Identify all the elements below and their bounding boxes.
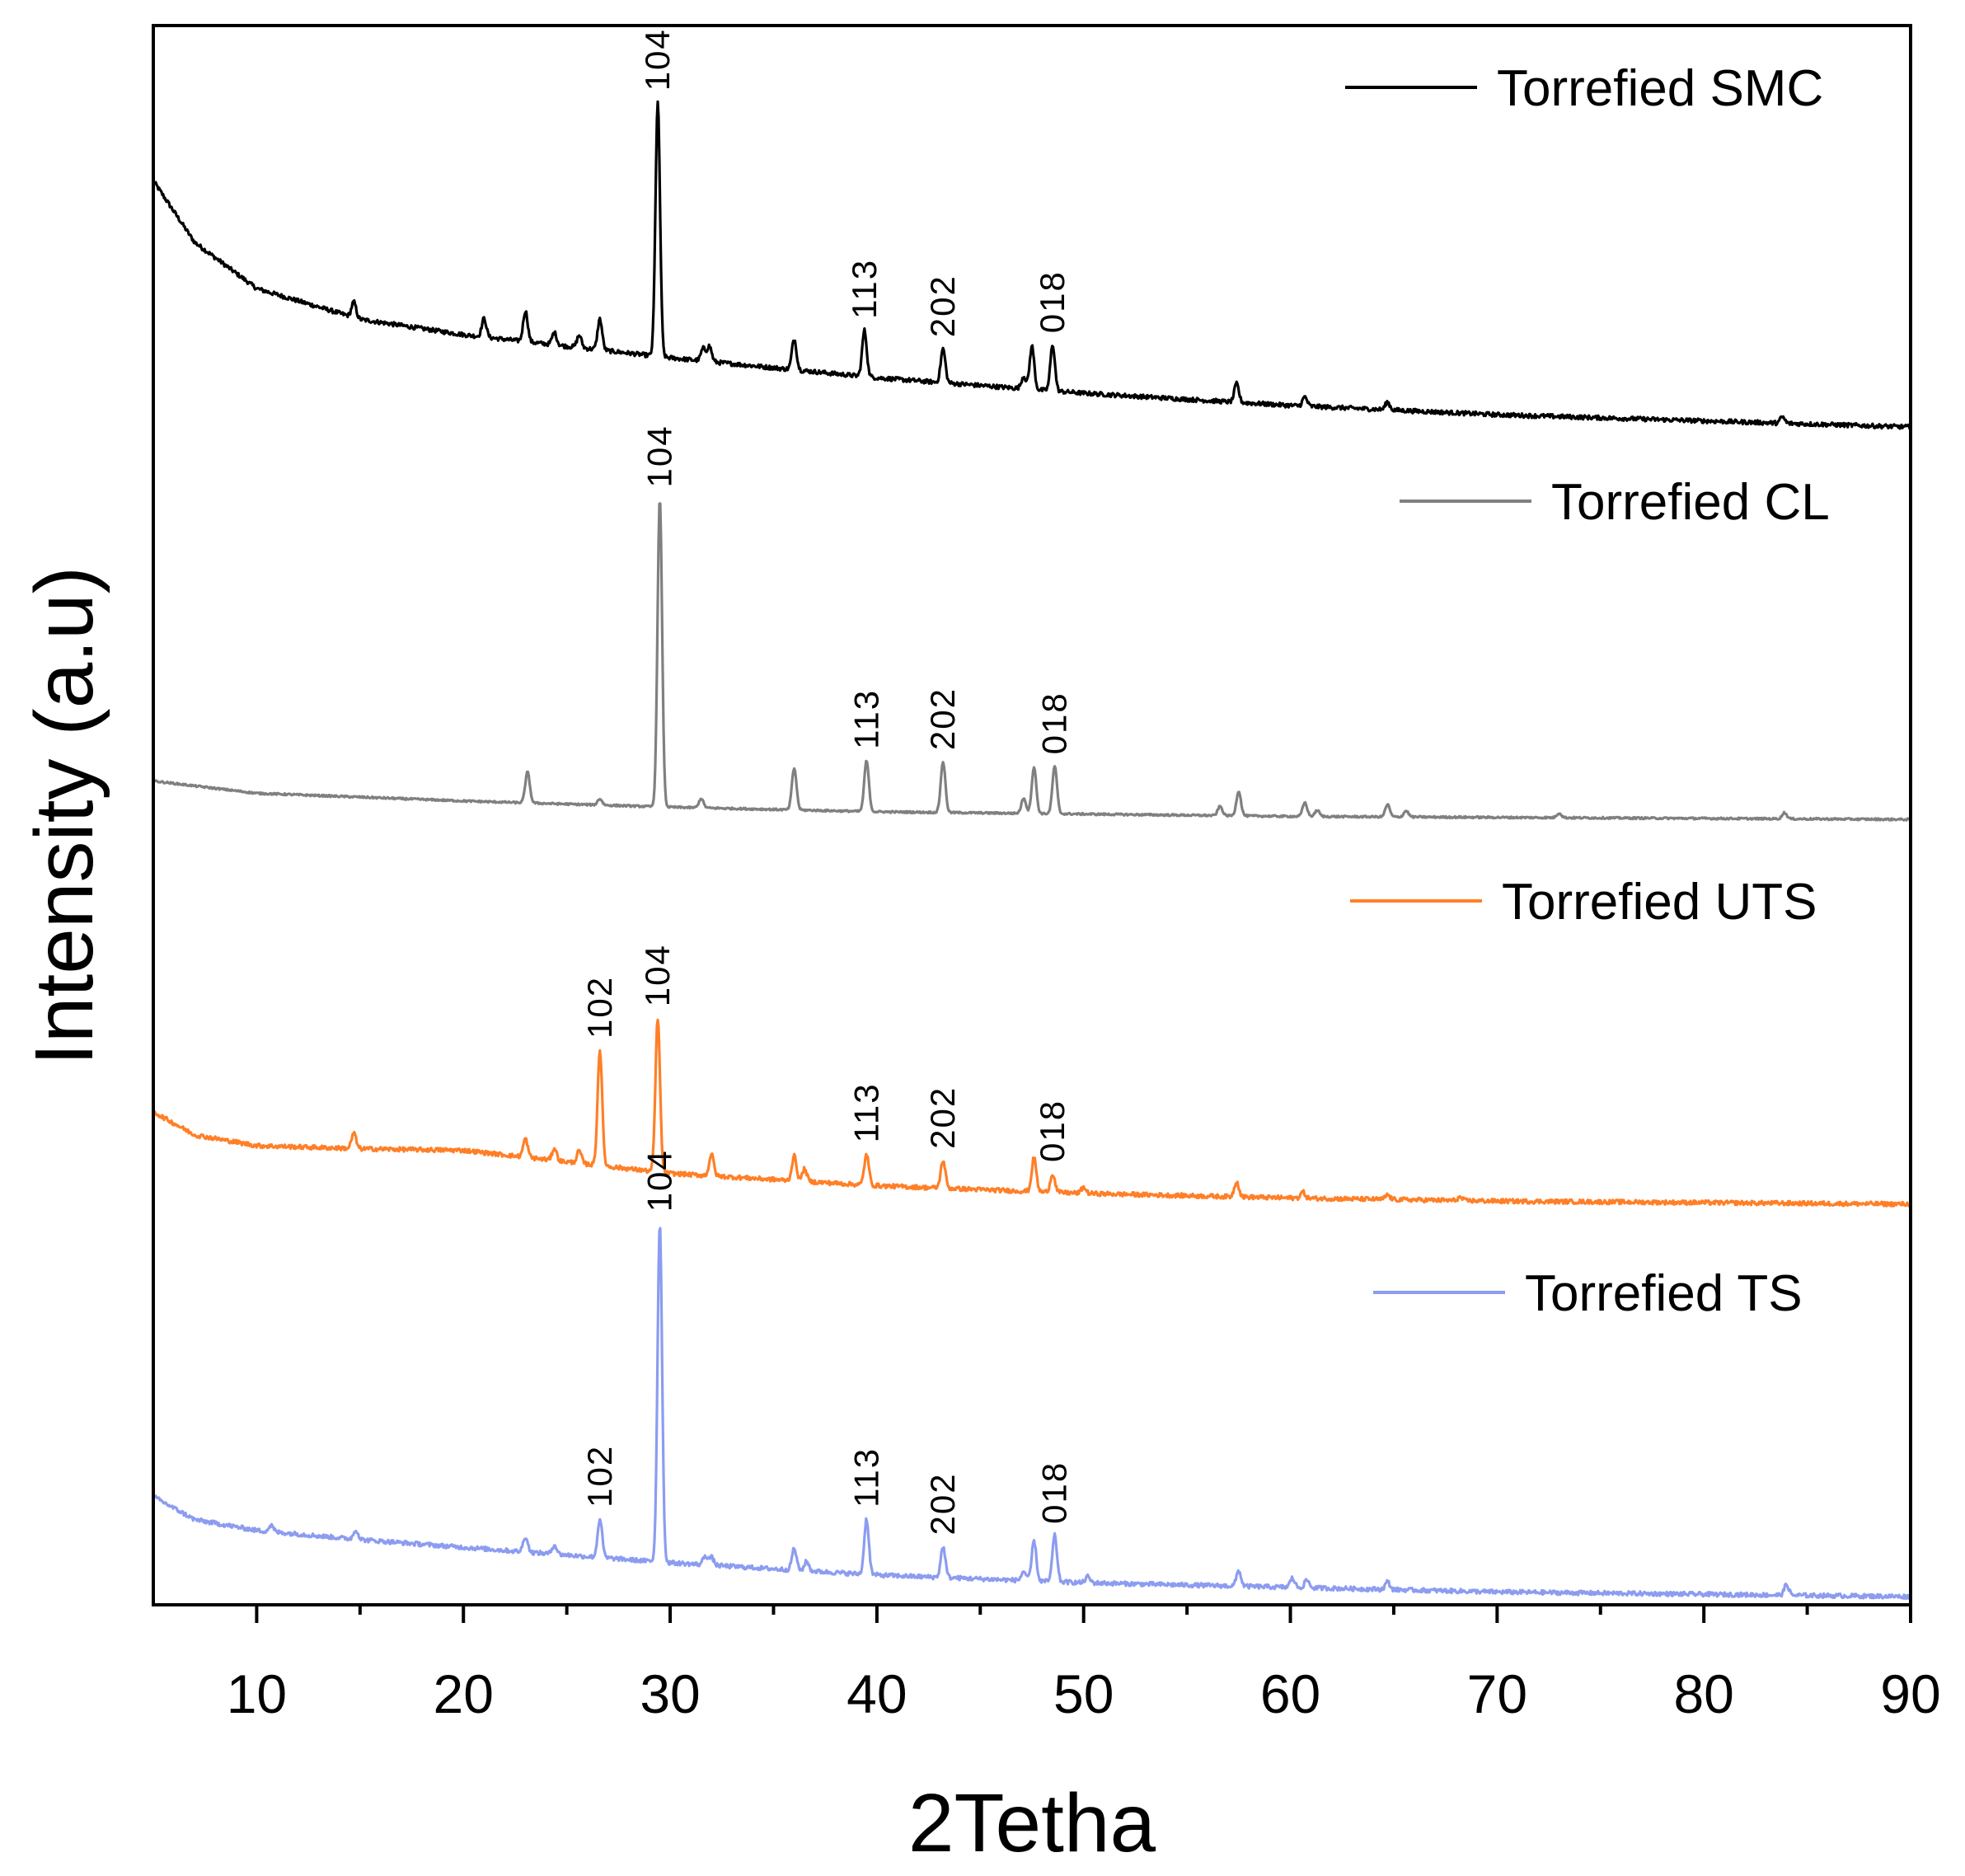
series-layer: [152, 100, 1912, 1601]
y-axis-title: Intensity (a.u): [18, 566, 110, 1066]
peak-label-torrefied-uts-202: 202: [923, 1086, 962, 1149]
legend-label-torrefied-ts: Torrefied TS: [1525, 1265, 1803, 1322]
x-tick-label-10: 10: [227, 1663, 287, 1724]
peak-label-torrefied-uts-018: 018: [1033, 1100, 1072, 1162]
peak-label-torrefied-smc-104: 104: [638, 28, 677, 91]
peak-label-torrefied-ts-102: 102: [580, 1445, 619, 1508]
x-tick-label-50: 50: [1053, 1663, 1114, 1724]
plot-frame: [152, 24, 1912, 1606]
x-tick-label-20: 20: [434, 1663, 494, 1724]
peak-label-torrefied-ts-202: 202: [923, 1472, 962, 1535]
x-tick-label-90: 90: [1880, 1663, 1940, 1724]
legend-entry-torrefied-cl: Torrefied CL: [1400, 474, 1830, 531]
x-tick-label-70: 70: [1467, 1663, 1527, 1724]
legend-entry-torrefied-smc: Torrefied SMC: [1345, 60, 1823, 117]
series-line-torrefied-uts: [152, 1018, 1912, 1208]
peak-label-torrefied-ts-113: 113: [846, 1447, 885, 1508]
series-line-torrefied-smc: [152, 100, 1911, 431]
x-axis: 10 20 30 40 50 60 70 80 90: [227, 1605, 1941, 1724]
peak-label-torrefied-cl-113: 113: [846, 689, 885, 749]
peak-label-layer: 104 113 202 018 104 113 202 018 102 104 113 202 018 1…: [580, 28, 1074, 1535]
peak-label-torrefied-cl-018: 018: [1035, 692, 1074, 754]
peak-label-torrefied-smc-018: 018: [1033, 270, 1072, 333]
x-tick-label-80: 80: [1673, 1663, 1733, 1724]
legend-entry-torrefied-ts: Torrefied TS: [1373, 1265, 1803, 1322]
peak-label-torrefied-ts-104: 104: [640, 1149, 679, 1212]
peak-label-torrefied-ts-018: 018: [1035, 1461, 1074, 1524]
peak-label-torrefied-smc-113: 113: [845, 259, 884, 319]
legend: Torrefied SMC Torrefied CL Torrefied UTS To…: [1345, 60, 1830, 1322]
peak-label-torrefied-smc-202: 202: [923, 274, 962, 337]
peak-label-torrefied-uts-113: 113: [846, 1082, 885, 1142]
x-tick-label-60: 60: [1260, 1663, 1320, 1724]
peak-label-torrefied-cl-104: 104: [640, 424, 679, 487]
x-tick-label-30: 30: [640, 1663, 700, 1724]
legend-entry-torrefied-uts: Torrefied UTS: [1350, 874, 1817, 931]
legend-label-torrefied-smc: Torrefied SMC: [1497, 60, 1823, 117]
series-line-torrefied-ts: [152, 1226, 1912, 1601]
series-line-torrefied-cl: [152, 502, 1911, 822]
x-axis-title: 2Tetha: [908, 1777, 1156, 1869]
x-tick-label-40: 40: [846, 1663, 907, 1724]
legend-label-torrefied-cl: Torrefied CL: [1551, 474, 1830, 531]
peak-label-torrefied-uts-102: 102: [580, 976, 619, 1039]
peak-label-torrefied-cl-202: 202: [923, 687, 962, 750]
peak-label-torrefied-uts-104: 104: [638, 944, 677, 1006]
legend-label-torrefied-uts: Torrefied UTS: [1502, 874, 1817, 931]
